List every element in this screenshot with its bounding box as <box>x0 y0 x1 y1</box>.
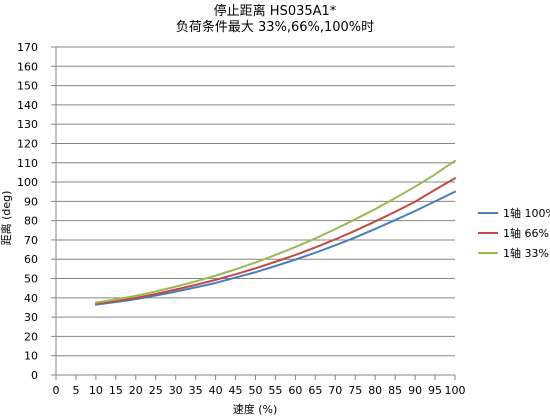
x-tick-label-0: 0 <box>53 384 60 397</box>
x-tick-label-100: 100 <box>445 384 466 397</box>
y-tick-label-0: 0 <box>31 369 38 382</box>
x-tick-label-85: 85 <box>388 384 402 397</box>
x-tick-label-60: 60 <box>288 384 302 397</box>
y-axis-title: 距离 (deg) <box>0 191 13 246</box>
legend-label-1: 1轴 100% <box>503 206 550 220</box>
legend-item-2: 1轴 66% <box>478 226 549 240</box>
legend-item-3: 1轴 33% <box>478 246 549 260</box>
series-line-3 <box>94 159 456 304</box>
x-tick-label-95: 95 <box>428 384 442 397</box>
chart-subtitle: 负荷条件最大 33%,66%,100%时 <box>175 20 375 35</box>
x-tick-label-80: 80 <box>368 384 382 397</box>
x-tick-label-45: 45 <box>229 384 243 397</box>
x-axis-title: 速度 (%) <box>233 402 278 416</box>
y-tick-label-40: 40 <box>24 292 38 305</box>
grid-layer <box>56 46 455 357</box>
y-tick-label-120: 120 <box>17 137 38 150</box>
x-tick-label-50: 50 <box>249 384 263 397</box>
y-tick-label-50: 50 <box>24 273 38 286</box>
y-tick-label-100: 100 <box>17 176 38 189</box>
y-tick-label-60: 60 <box>24 253 38 266</box>
legend-item-1: 1轴 100% <box>478 206 550 220</box>
x-tick-label-40: 40 <box>209 384 223 397</box>
y-tick-label-10: 10 <box>24 350 38 363</box>
legend: 1轴 100% 1轴 66% 1轴 33% <box>478 206 550 260</box>
x-tick-label-75: 75 <box>348 384 362 397</box>
x-tick-label-70: 70 <box>328 384 342 397</box>
series-layer <box>94 159 456 306</box>
x-tick-label-15: 15 <box>109 384 123 397</box>
y-tick-label-90: 90 <box>24 195 38 208</box>
y-tick-label-150: 150 <box>17 80 38 93</box>
x-tick-label-20: 20 <box>129 384 143 397</box>
x-tick-label-25: 25 <box>149 384 163 397</box>
x-tick-label-35: 35 <box>189 384 203 397</box>
x-tick-label-10: 10 <box>89 384 103 397</box>
legend-label-3: 1轴 33% <box>503 246 549 260</box>
axis-layer: 0102030405060708090100110120130140150160… <box>17 41 466 397</box>
x-tick-label-90: 90 <box>408 384 422 397</box>
y-tick-label-140: 140 <box>17 99 38 112</box>
x-tick-label-55: 55 <box>268 384 282 397</box>
series-line-1 <box>94 190 456 306</box>
y-tick-label-70: 70 <box>24 234 38 247</box>
x-tick-label-30: 30 <box>169 384 183 397</box>
y-tick-label-160: 160 <box>17 60 38 73</box>
legend-label-2: 1轴 66% <box>503 226 549 240</box>
y-tick-label-170: 170 <box>17 41 38 54</box>
chart-title: 停止距离 HS035A1* <box>213 4 337 19</box>
y-tick-label-130: 130 <box>17 118 38 131</box>
y-tick-label-110: 110 <box>17 157 38 170</box>
y-tick-label-30: 30 <box>24 311 38 324</box>
y-tick-label-80: 80 <box>24 215 38 228</box>
x-tick-label-65: 65 <box>308 384 322 397</box>
series-line-2 <box>94 177 456 305</box>
y-tick-label-20: 20 <box>24 330 38 343</box>
x-tick-label-5: 5 <box>72 384 79 397</box>
